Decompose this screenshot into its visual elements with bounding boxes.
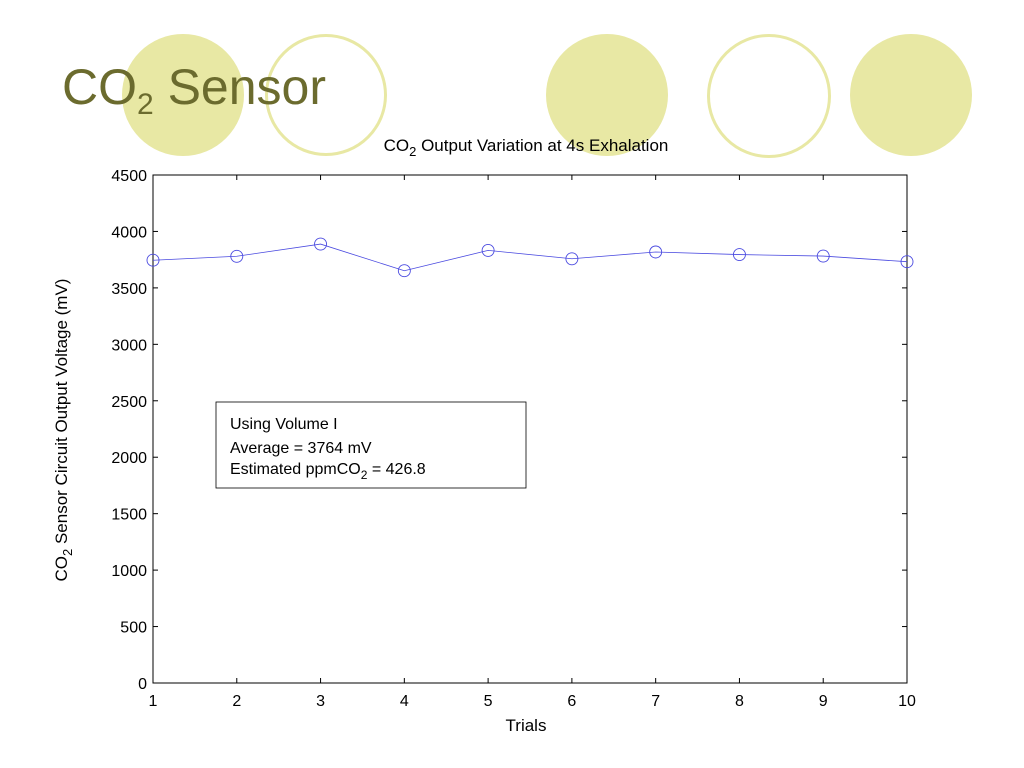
chart-title: CO2 Output Variation at 4s Exhalation [384,136,669,159]
data-point [397,264,411,278]
x-tick-label: 9 [819,693,828,710]
plot-area [152,174,908,684]
slide-title-rest: Sensor [153,59,327,115]
decorative-circle-3 [850,34,972,156]
annotation-box: Using Volume I Average = 3764 mV Estimat… [215,401,527,489]
annotation-subscript: 2 [361,468,368,482]
decorative-ring-2 [707,34,831,158]
y-axis: 0 500 1000 1500 2000 2500 3000 3500 4000 4500 [111,168,907,693]
annotation-line-1: Using Volume I [230,416,338,433]
annotation-line-3: Estimated ppmCO2 = 426.8 [230,461,426,482]
series-line [152,243,908,272]
x-axis: 1 2 3 4 5 6 7 8 9 10 [149,175,916,710]
y-tick-label: 3500 [111,281,147,298]
decorative-ring-1 [265,34,387,156]
data-point [816,249,830,263]
y-axis-label-subscript: 2 [60,549,75,556]
annotation-line-2: Average = 3764 mV [230,440,372,457]
data-point [565,252,579,266]
x-tick-label: 1 [149,693,158,710]
y-tick-label: 1500 [111,507,147,524]
slide-title-main: CO [62,59,137,115]
x-tick-label: 3 [316,693,325,710]
y-tick-label: 500 [120,620,147,637]
x-tick-label: 6 [567,693,576,710]
x-axis-label: Trials [506,716,547,735]
data-point [900,255,914,269]
x-tick-label: 8 [735,693,744,710]
data-point [314,237,328,251]
y-tick-label: 3000 [111,337,147,354]
data-point [230,249,244,263]
x-tick-label: 7 [651,693,660,710]
y-tick-label: 0 [138,676,147,693]
decorative-circle-1 [122,34,244,156]
x-tick-label: 10 [898,693,916,710]
x-tick-label: 4 [400,693,409,710]
y-tick-label: 2500 [111,394,147,411]
series-co2-output [146,237,914,278]
chart-title-subscript: 2 [409,144,416,159]
slide-title: CO2 Sensor [62,62,326,120]
y-tick-label: 4500 [111,168,147,185]
slide-title-subscript: 2 [137,88,154,121]
data-point [732,248,746,262]
data-point [649,245,663,259]
y-tick-label: 1000 [111,563,147,580]
y-tick-label: 4000 [111,224,147,241]
data-point [481,243,495,257]
data-point [146,253,160,267]
annotation-border [215,401,527,489]
x-tick-label: 5 [484,693,493,710]
y-axis-label: CO2 Sensor Circuit Output Voltage (mV) [52,279,75,582]
decorative-circle-2 [546,34,668,156]
y-tick-label: 2000 [111,450,147,467]
x-tick-label: 2 [232,693,241,710]
